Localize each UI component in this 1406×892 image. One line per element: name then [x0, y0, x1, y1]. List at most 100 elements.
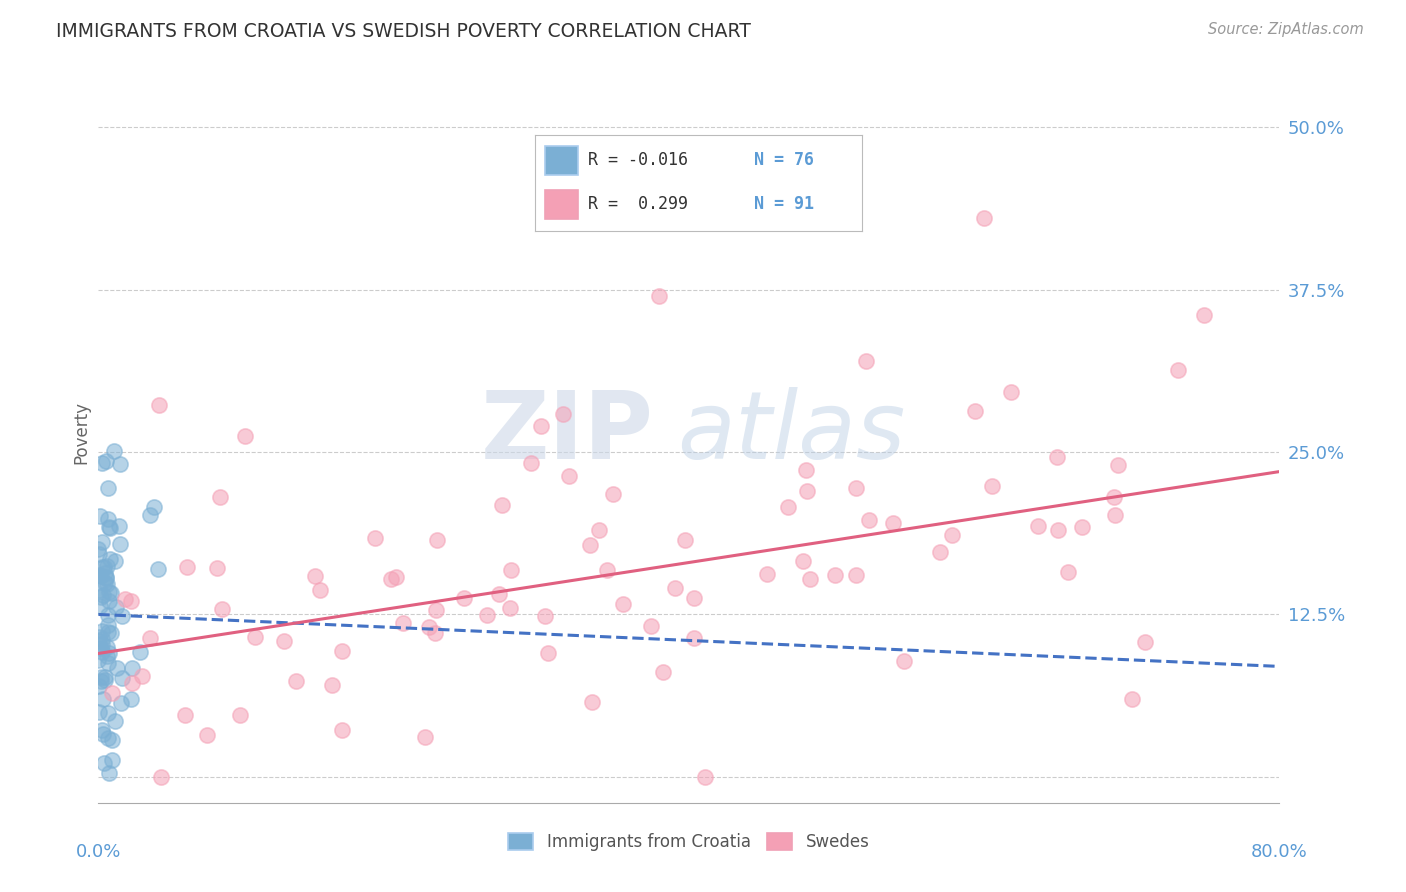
FancyBboxPatch shape — [546, 146, 578, 175]
Point — [139, 631, 162, 645]
Point — [965, 404, 987, 418]
Point — [97, 520, 120, 534]
Point — [100, 686, 122, 700]
Point — [87, 653, 110, 667]
Point — [176, 560, 198, 574]
Point — [1000, 384, 1022, 399]
Point — [121, 660, 143, 674]
Point — [96, 577, 118, 591]
Point — [332, 723, 354, 737]
Point — [1107, 458, 1129, 473]
Point — [285, 673, 308, 688]
Point — [380, 572, 402, 586]
Point — [142, 500, 165, 515]
Point — [537, 646, 560, 660]
Point — [1104, 490, 1126, 504]
Point — [845, 568, 868, 582]
Point — [97, 594, 120, 608]
Point — [96, 649, 118, 664]
Point — [93, 559, 115, 574]
Point — [392, 615, 415, 630]
Point — [581, 695, 603, 709]
Point — [110, 457, 132, 471]
Point — [1057, 566, 1080, 580]
Text: 80.0%: 80.0% — [1251, 843, 1308, 861]
Point — [858, 513, 880, 527]
Point — [91, 624, 114, 639]
Point — [91, 645, 114, 659]
Point — [755, 566, 778, 581]
Point — [110, 696, 132, 710]
Point — [364, 532, 387, 546]
Point — [796, 484, 818, 499]
Point — [475, 608, 498, 623]
Point — [208, 490, 231, 504]
Point — [1070, 520, 1092, 534]
Point — [98, 552, 121, 566]
Text: R = -0.016: R = -0.016 — [588, 151, 688, 169]
Point — [97, 481, 120, 495]
Point — [855, 354, 877, 368]
Point — [96, 640, 118, 654]
Point — [673, 533, 696, 548]
Point — [321, 678, 343, 692]
Point — [1121, 692, 1143, 706]
Point — [87, 547, 110, 561]
Point — [174, 708, 197, 723]
Point — [752, 159, 775, 173]
Point — [111, 671, 134, 685]
Point — [205, 561, 228, 575]
Point — [330, 644, 353, 658]
Point — [94, 566, 117, 581]
Point — [588, 523, 610, 537]
Point — [97, 607, 120, 622]
Point — [981, 479, 1004, 493]
Y-axis label: Poverty: Poverty — [72, 401, 90, 464]
Point — [97, 706, 120, 721]
Point — [120, 692, 142, 706]
Point — [1104, 508, 1126, 523]
Point — [98, 646, 121, 660]
Point — [488, 587, 510, 601]
Point — [104, 553, 127, 567]
Point — [1046, 523, 1070, 537]
Point — [90, 670, 112, 684]
Point — [941, 527, 963, 541]
Point — [98, 521, 121, 535]
Point — [105, 661, 128, 675]
Point — [87, 583, 110, 598]
FancyBboxPatch shape — [546, 190, 578, 219]
Point — [602, 486, 624, 500]
Point — [120, 594, 142, 608]
Point — [90, 640, 112, 655]
Point — [97, 656, 120, 670]
Text: 0.0%: 0.0% — [76, 843, 121, 861]
Point — [491, 498, 513, 512]
Point — [693, 770, 716, 784]
Text: N = 76: N = 76 — [755, 151, 814, 169]
Point — [1133, 635, 1156, 649]
Point — [148, 398, 170, 412]
Point — [1026, 519, 1049, 533]
Point — [799, 573, 821, 587]
Point — [131, 669, 153, 683]
Text: N = 91: N = 91 — [755, 194, 814, 213]
Point — [929, 545, 952, 559]
Point — [100, 586, 122, 600]
Point — [93, 756, 115, 770]
Point — [89, 634, 111, 648]
Point — [453, 591, 475, 606]
Text: Source: ZipAtlas.com: Source: ZipAtlas.com — [1208, 22, 1364, 37]
Point — [415, 730, 437, 744]
Point — [94, 569, 117, 583]
Point — [89, 630, 111, 644]
Point — [94, 571, 117, 585]
Point — [105, 600, 128, 615]
Point — [98, 766, 121, 780]
Point — [97, 624, 120, 639]
Point — [146, 562, 169, 576]
Point — [195, 728, 218, 742]
Point — [91, 588, 114, 602]
Point — [498, 601, 520, 615]
Point — [91, 637, 114, 651]
